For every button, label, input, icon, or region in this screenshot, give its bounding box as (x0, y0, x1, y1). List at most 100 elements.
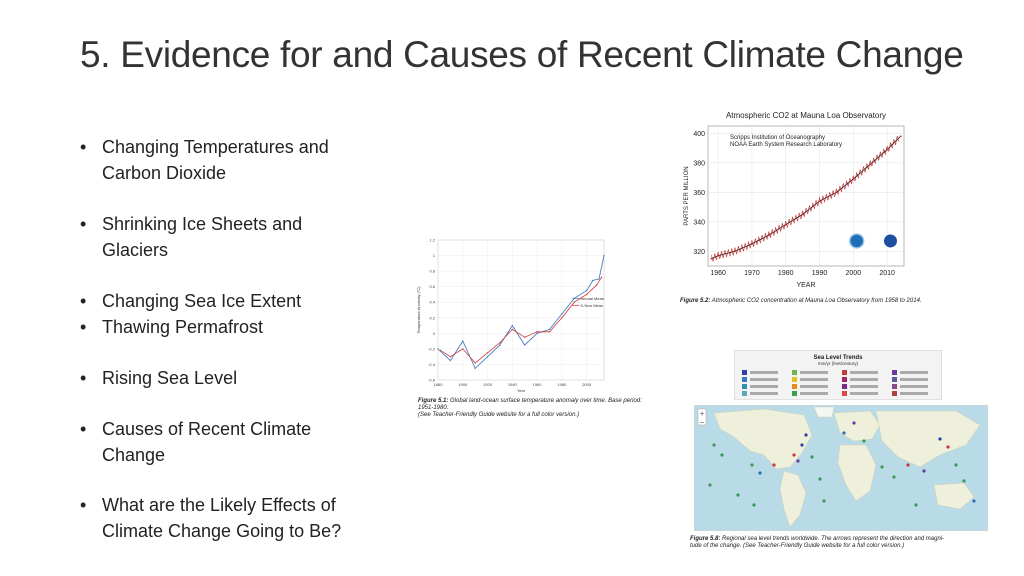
bullet-text-line: What are the Likely Effects of (102, 495, 336, 515)
bullet-text-line: Changing Sea Ice Extent (102, 291, 302, 311)
sea-level-legend-graphic: Sea Level Trends mm/yr (feet/century) (733, 349, 943, 401)
legend-label: 5-Year Mean (580, 303, 603, 308)
world-map-graphic: + – (693, 404, 989, 532)
sea-level-markers (708, 421, 976, 507)
co2-data-point (710, 257, 713, 260)
x-tick-label: 1920 (483, 382, 493, 387)
caption-label: Figure 5.2: (680, 298, 711, 304)
temperature-data-point (499, 341, 501, 344)
caption-text: tude of the change. (See Teacher-Friendl… (690, 543, 905, 549)
temperature-series-line (437, 255, 605, 370)
noaa-logo-icon (848, 233, 865, 249)
y-tick-label: 0.2 (429, 315, 435, 320)
x-tick-label: 2010 (879, 270, 895, 277)
temperature-data-point (511, 324, 514, 327)
x-axis-label: YEAR (796, 282, 815, 289)
temperature-data-point (585, 289, 588, 292)
caption-text: Regional sea level trends worldwide. The… (720, 536, 945, 542)
caption-text: (See Teacher-Friendly Guide website for … (418, 412, 580, 418)
temperature-data-point (548, 328, 551, 331)
temperature-data-point (592, 279, 594, 282)
y-tick-label: 1.2 (429, 238, 435, 243)
bullet-text-line: Change (102, 445, 166, 465)
temperature-data-point (603, 254, 605, 257)
bullet-item: • Changing Sea Ice Extent (80, 288, 380, 314)
slide-title: 5. Evidence for and Causes of Recent Cli… (80, 34, 964, 75)
temperature-data-point (536, 332, 538, 335)
co2-data-point (717, 254, 720, 257)
temperature-data-point (573, 301, 575, 303)
temperature-data-point (561, 317, 563, 319)
caption-label: Figure 5.1: (418, 398, 449, 404)
caption-label: Figure 5.8: (690, 536, 721, 542)
bullet-text-line: Shrinking Ice Sheets and (102, 214, 303, 234)
chart-subtitle: Scripps Institution of Oceanography (730, 135, 825, 141)
bullet-item: • What are the Likely Effects of Climate… (80, 492, 380, 544)
co2-data-point (869, 163, 872, 166)
legend-title: Sea Level Trends (813, 355, 863, 361)
x-tick-label: 1940 (508, 382, 518, 387)
bullet-glyph: • (80, 368, 87, 388)
bullet-text-line: Climate Change Going to Be? (102, 521, 342, 541)
sea-level-map: + – (693, 404, 989, 532)
bullet-glyph: • (80, 214, 87, 234)
co2-data-point (886, 148, 889, 151)
temperature-data-point (511, 328, 514, 331)
sea-level-legend: Sea Level Trends mm/yr (feet/century) (733, 349, 943, 401)
y-tick-label: 340 (693, 219, 705, 226)
bullet-text-line: Rising Sea Level (102, 368, 238, 388)
co2-data-point (818, 200, 821, 203)
temperature-data-point (595, 284, 598, 286)
co2-data-point (835, 191, 838, 194)
y-tick-label: 1 (433, 253, 436, 258)
plot-area (707, 125, 905, 267)
bullet-glyph: • (80, 317, 87, 337)
co2-figure-caption: Figure 5.2: Atmospheric CO2 concentratio… (680, 298, 980, 305)
caption-text: Global land-ocean surface temperature an… (418, 398, 642, 411)
bullet-item: • Changing Temperatures and Carbon Dioxi… (80, 134, 380, 186)
temperature-data-point (524, 344, 526, 346)
x-tick-label: 1960 (533, 382, 543, 387)
temperature-data-point (486, 355, 489, 358)
bullet-glyph: • (80, 419, 87, 439)
x-tick-label: 1900 (458, 382, 468, 387)
temperature-data-point (536, 331, 538, 333)
bullet-glyph: • (80, 495, 87, 515)
caption-text: Atmospheric CO2 concentration at Mauna L… (710, 298, 922, 304)
x-axis-label: Year (517, 388, 526, 393)
x-tick-label: 1990 (812, 270, 828, 277)
temperature-figure-caption: Figure 5.1: Global land-ocean surface te… (418, 398, 658, 419)
bullet-text-line: Thawing Permafrost (102, 317, 264, 337)
legend-unit: mm/yr (feet/century) (818, 361, 859, 366)
temperature-data-point (499, 344, 501, 346)
x-tick-label: 1880 (434, 382, 444, 387)
co2-data-point (852, 178, 855, 180)
y-axis-label: PARTS PER MILLION (684, 166, 690, 225)
temperature-anomaly-chart: -0.6 -0.4 -0.2 0 0.2 0.4 0.6 0.8 1 1.2 1880 1900 192… (416, 238, 605, 393)
bullet-item: • Rising Sea Level (80, 365, 380, 391)
y-tick-label: 0.4 (429, 300, 435, 305)
temperature-data-point (524, 336, 526, 338)
bullet-item: • Thawing Permafrost (80, 314, 380, 340)
y-tick-label: 400 (693, 131, 705, 138)
temperature-data-point (449, 355, 452, 358)
temperature-data-point (462, 340, 464, 342)
x-tick-label: 1960 (710, 270, 726, 277)
bullet-text-line: Changing Temperatures and (102, 137, 329, 157)
map-zoom-control (697, 408, 707, 426)
co2-data-point (899, 135, 902, 138)
bullet-glyph: • (80, 291, 87, 311)
legend-swatches (742, 370, 928, 396)
temperature-data-point (474, 362, 476, 364)
temperature-data-point (486, 352, 489, 354)
temperature-data-point (449, 359, 452, 362)
chart-subtitle: NOAA Earth System Research Laboratory (730, 142, 842, 148)
co2-data-point (801, 213, 804, 216)
y-tick-label: 380 (693, 160, 705, 167)
y-tick-label: 320 (693, 249, 705, 256)
temperature-data-point (548, 331, 551, 333)
temperature-data-point (462, 348, 464, 350)
co2-data-point (751, 242, 753, 245)
y-tick-label: -0.2 (428, 346, 436, 351)
co2-figure: Atmospheric CO2 at Mauna Loa Observatory… (676, 106, 912, 294)
